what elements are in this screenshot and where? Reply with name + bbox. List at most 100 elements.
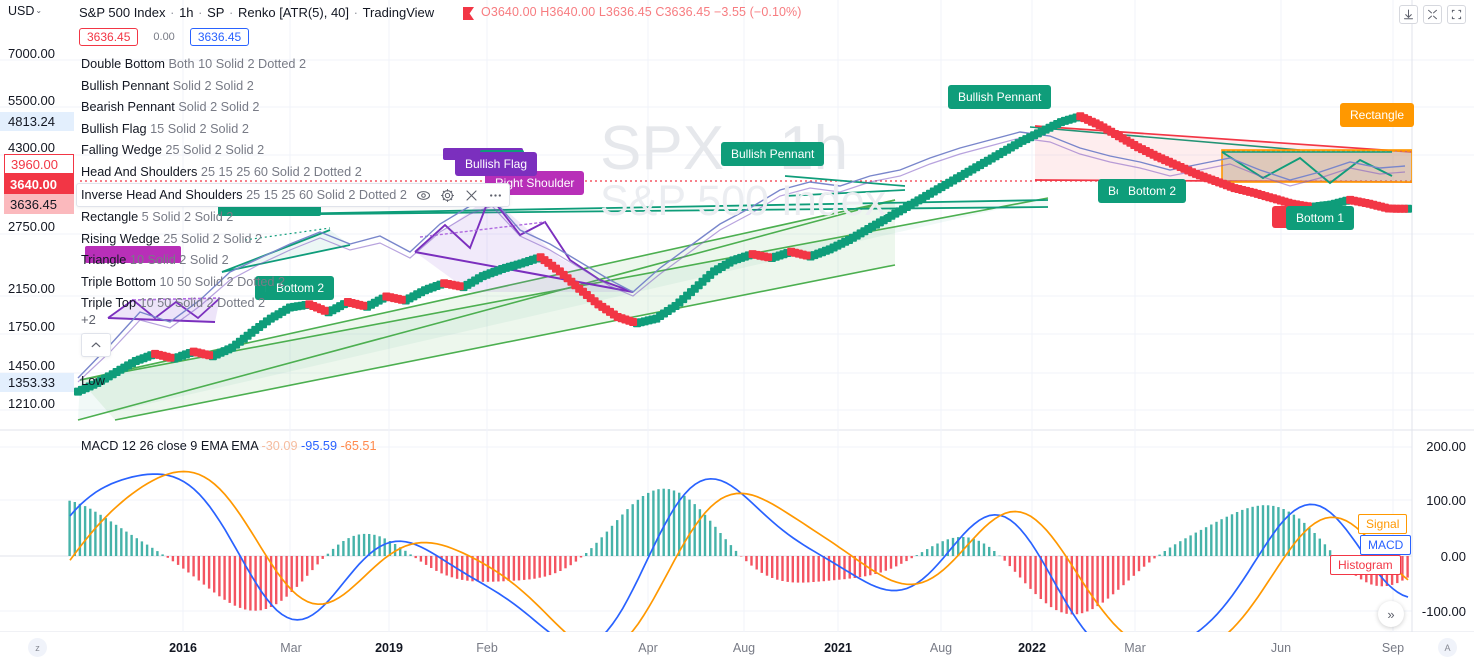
price-tick: 2150.00 [8,281,55,296]
time-tick: 2016 [169,641,197,655]
legend-name: Triple Top [81,296,137,310]
provider-name: TradingView [362,5,435,20]
download-icon[interactable] [1399,5,1418,24]
price-tick: 4300.00 [8,140,55,155]
price-highlight-top: 4813.24 [0,112,74,131]
time-axis[interactable]: z 2016 Mar 2019 Feb Apr Aug 2021 Aug 202… [0,632,1474,665]
pattern-legend-list: Double Bottom Both 10 Solid 2 Dotted 2 B… [76,54,510,315]
macd-tick: 200.00 [1426,439,1466,454]
legend-args: Solid 2 Solid 2 [178,100,260,114]
price-chip-row: 3636.45 0.00 3636.45 [79,28,250,46]
legend-name: Triangle [81,253,127,267]
label-low: Low [81,373,105,388]
legend-row[interactable]: Rising Wedge 25 Solid 2 Solid 2 [81,229,510,251]
chip-close-price: 3636.45 [189,28,250,46]
legend-name: Bullish Pennant [81,78,170,93]
label-bullish-pennant-2[interactable]: Bullish Pennant [721,142,825,166]
time-tick: 2022 [1018,641,1046,655]
price-tick: 1210.00 [8,396,55,411]
legend-row[interactable]: Triple Bottom 10 50 Solid 2 Dotted 2 [81,272,510,294]
chip-change: 0.00 [146,30,182,44]
gear-icon[interactable] [440,188,455,203]
legend-row[interactable]: Triple Top 10 50 Solid 2 Dotted 2 [81,293,510,315]
legend-name: Falling Wedge [81,143,162,157]
legend-row[interactable]: Falling Wedge 25 Solid 2 Solid 2 [81,140,510,162]
time-tick: Mar [280,641,302,655]
legend-name: Bearish Pennant [81,100,175,114]
price-tick: 1450.00 [8,358,55,373]
macd-tick: 100.00 [1426,493,1466,508]
label-rectangle[interactable]: Rectangle [1340,103,1415,127]
macd-legend[interactable]: MACD 12 26 close 9 EMA EMA -30.09 -95.59… [81,439,377,453]
close-icon[interactable] [464,188,479,203]
legend-args: 5 Solid 2 Solid 2 [141,210,234,224]
macd-histogram-chip: Histogram [1330,555,1401,575]
symbol-name: S&P 500 Index [79,5,166,20]
legend-row[interactable]: Bullish Pennant Solid 2 Solid 2 [81,76,510,98]
time-tick: Mar [1124,641,1146,655]
chart-type: Renko [ATR(5), 40] [238,5,350,20]
legend-row-selected[interactable]: Inverse Head And Shoulders 25 15 25 60 S… [76,183,510,207]
collapse-icon[interactable] [1423,5,1442,24]
price-tag-upper: 3960.00 [4,154,74,174]
macd-tick: 0.00 [1440,549,1466,564]
label-bottom-2-left[interactable]: Bottom 2 [266,276,335,300]
legend-row[interactable]: Bullish Flag 15 Solid 2 Solid 2 [81,119,510,141]
legend-row[interactable]: Head And Shoulders 25 15 25 60 Solid 2 D… [81,162,510,184]
time-tick: Aug [929,641,953,655]
price-tick: 1750.00 [8,319,55,334]
legend-row[interactable]: Bearish Pennant Solid 2 Solid 2 [81,97,510,119]
time-tick: 2021 [824,641,852,655]
legend-args: 25 Solid 2 Solid 2 [165,143,265,157]
fullscreen-icon[interactable] [1447,5,1466,24]
chevron-up-icon[interactable] [81,333,111,357]
label-bullish-flag[interactable]: Bullish Flag [455,152,538,176]
legend-name: Double Bottom [81,57,165,71]
bearish-flag-icon [463,7,474,20]
more-icon[interactable] [488,188,503,203]
price-tag-current: 3640.00 [4,174,74,194]
legend-args: 10 Solid 2 Solid 2 [129,253,229,267]
macd-line-value: -95.59 [301,439,338,453]
label-bullish-pennant-1[interactable]: Bullish Pennant [948,85,1052,109]
chart-settings-badge[interactable]: A [1438,638,1457,657]
legend-row[interactable]: Double Bottom Both 10 Solid 2 Dotted 2 [81,54,510,76]
legend-name: Inverse Head And Shoulders [81,188,243,202]
macd-line-chip: MACD [1360,535,1412,555]
label-bottom-2-right[interactable]: Bottom 2 [1118,179,1187,203]
chip-open-price: 3636.45 [79,28,139,46]
window-controls [1399,5,1466,24]
legend-name: Rising Wedge [81,231,160,246]
macd-hist-value: -30.09 [261,439,298,453]
macd-price-scale[interactable]: 200.00 100.00 0.00 -100.00 [1408,432,1474,632]
eye-icon[interactable] [416,188,431,203]
time-tick: Jun [1270,641,1292,655]
macd-signal-value: -65.51 [340,439,377,453]
pattern-bar-purple[interactable] [85,246,181,263]
time-tick: Sep [1381,641,1405,655]
time-tick: Aug [732,641,756,655]
macd-signal-chip: Signal [1358,514,1408,534]
price-tick: 5500.00 [8,93,55,108]
legend-args: 10 50 Solid 2 Dotted 2 [159,274,286,289]
price-tick: 2750.00 [8,219,55,234]
currency-selector[interactable]: USD ⌄ [8,4,42,18]
legend-more-count[interactable]: +2 [81,312,96,327]
legend-row[interactable]: Rectangle 5 Solid 2 Solid 2 [81,207,510,229]
symbol-title[interactable]: S&P 500 Index · 1h · SP · Renko [ATR(5),… [79,5,435,20]
chevron-down-icon: ⌄ [35,5,43,15]
legend-name: Triple Bottom [81,274,156,289]
label-bottom-1[interactable]: Bottom 1 [1286,206,1355,230]
legend-args: 15 Solid 2 Solid 2 [150,121,249,136]
legend-row[interactable]: Triangle 10 Solid 2 Solid 2 [81,250,510,272]
time-tick: 2019 [375,641,403,655]
scroll-to-realtime-icon[interactable]: » [1378,601,1404,627]
macd-tick: -100.00 [1421,604,1466,619]
legend-args: Solid 2 Solid 2 [172,78,254,93]
chart-header: USD ⌄ S&P 500 Index · 1h · SP · Renko [A… [0,0,1474,28]
symbol-interval: 1h [179,5,194,20]
timezone-badge[interactable]: z [28,638,47,657]
price-scale[interactable]: 7000.00 5500.00 4813.24 4300.00 3960.00 … [0,28,74,430]
symbol-exchange: SP [207,5,225,20]
